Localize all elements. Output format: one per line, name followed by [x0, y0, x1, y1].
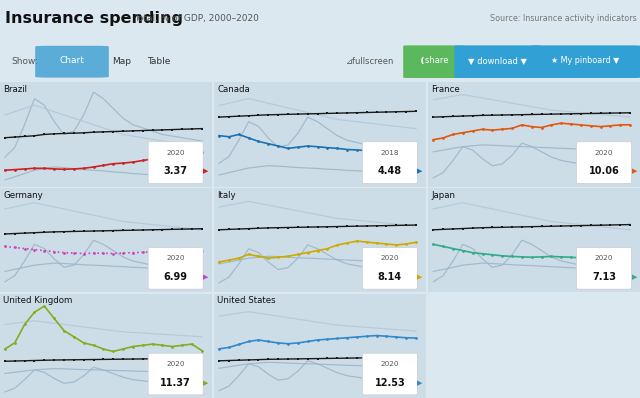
Text: United Kingdom: United Kingdom: [3, 297, 72, 305]
FancyBboxPatch shape: [362, 142, 417, 183]
Text: ▶: ▶: [417, 380, 423, 386]
Text: ▶: ▶: [203, 380, 209, 386]
Text: 4.48: 4.48: [378, 166, 402, 176]
FancyBboxPatch shape: [403, 45, 464, 78]
Text: Map: Map: [112, 57, 131, 66]
Text: 7.13: 7.13: [592, 272, 616, 282]
Text: 2020: 2020: [381, 361, 399, 367]
FancyBboxPatch shape: [577, 142, 632, 183]
Text: 2020: 2020: [381, 256, 399, 261]
Text: 11.37: 11.37: [160, 378, 191, 388]
Text: Italy: Italy: [218, 191, 236, 200]
Text: Canada: Canada: [218, 85, 250, 94]
Text: ▼ download ▼: ▼ download ▼: [468, 57, 527, 65]
Text: Source: Insurance activity indicators: Source: Insurance activity indicators: [490, 14, 637, 23]
Text: ▶: ▶: [632, 168, 637, 174]
Text: ⊿fullscreen: ⊿fullscreen: [346, 57, 394, 66]
Text: 2020: 2020: [166, 150, 185, 156]
Text: Chart: Chart: [60, 57, 84, 65]
FancyBboxPatch shape: [35, 46, 109, 78]
FancyBboxPatch shape: [531, 45, 640, 78]
FancyBboxPatch shape: [148, 142, 203, 183]
FancyBboxPatch shape: [454, 45, 541, 78]
FancyBboxPatch shape: [148, 353, 203, 395]
Text: 2020: 2020: [595, 256, 613, 261]
Text: Table: Table: [147, 57, 171, 66]
FancyBboxPatch shape: [577, 248, 632, 289]
Text: Brazil: Brazil: [3, 85, 27, 94]
Text: Japan: Japan: [431, 191, 456, 200]
Text: 2020: 2020: [166, 361, 185, 367]
Text: 2018: 2018: [381, 150, 399, 156]
Text: Insurance spending: Insurance spending: [5, 11, 183, 26]
Text: 2020: 2020: [595, 150, 613, 156]
Text: Total, % of GDP, 2000–2020: Total, % of GDP, 2000–2020: [134, 14, 259, 23]
Text: ★ My pinboard ▼: ★ My pinboard ▼: [552, 57, 620, 65]
Text: 3.37: 3.37: [164, 166, 188, 176]
Text: ▶: ▶: [203, 168, 209, 174]
FancyBboxPatch shape: [362, 353, 417, 395]
Text: 2020: 2020: [166, 256, 185, 261]
Text: France: France: [431, 85, 460, 94]
Text: Show:: Show:: [12, 57, 38, 66]
FancyBboxPatch shape: [362, 248, 417, 289]
Text: 6.99: 6.99: [164, 272, 188, 282]
Text: 10.06: 10.06: [589, 166, 620, 176]
Text: ▶: ▶: [203, 274, 209, 280]
Text: ▶: ▶: [417, 274, 423, 280]
FancyBboxPatch shape: [148, 248, 203, 289]
Text: ▶: ▶: [417, 168, 423, 174]
Text: United States: United States: [218, 297, 276, 305]
Text: ▶: ▶: [632, 274, 637, 280]
Text: Germany: Germany: [3, 191, 43, 200]
Text: ❪share: ❪share: [419, 57, 449, 65]
Text: 12.53: 12.53: [374, 378, 405, 388]
Text: 8.14: 8.14: [378, 272, 402, 282]
